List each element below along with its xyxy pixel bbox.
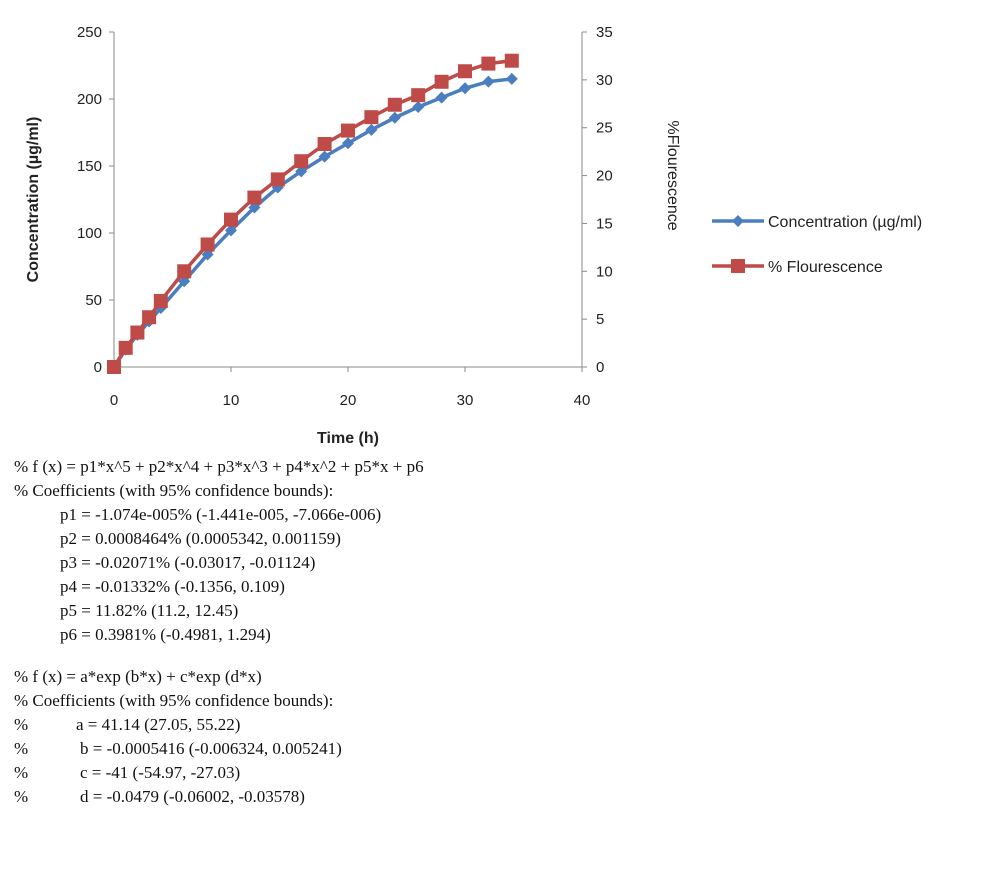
y-right-tick-label: 10	[596, 263, 613, 280]
fit1-coefficient-p1: p1 = -1.074e-005% (-1.441e-005, -7.066e-…	[60, 505, 382, 524]
y-right-tick-label: 0	[596, 359, 604, 376]
fit1-coefficient-p4: p4 = -0.01332% (-0.1356, 0.109)	[60, 577, 285, 596]
series-1-point	[295, 165, 308, 178]
y-right-tick-label: 20	[596, 168, 613, 185]
dual-axis-line-chart: 0 50 100 150 200 250 0 5 10 15 20 25 30 35 0 10 20 30 40 Ti…	[25, 24, 922, 447]
series-2-point	[387, 97, 402, 112]
series-1-point	[365, 123, 378, 136]
percent-marker: %	[14, 739, 29, 758]
y-left-tick-label: 150	[77, 158, 102, 175]
series-line-2	[112, 58, 513, 368]
fit1-coefficients-header: % Coefficients (with 95% confidence boun…	[14, 481, 334, 500]
series-2-point	[130, 325, 145, 340]
fit2-coefficients-header: % Coefficients (with 95% confidence boun…	[14, 691, 334, 710]
x-tick-label: 10	[223, 392, 240, 409]
x-tick-label: 40	[574, 392, 591, 409]
series-2-point	[177, 264, 192, 279]
y-axis-right-title: %Flourescence	[664, 120, 681, 230]
y-left-tick-label: 0	[94, 359, 102, 376]
fit2-coefficient-b: % b = -0.0005416 (-0.006324, 0.005241)	[14, 737, 984, 761]
series-2-point	[118, 340, 133, 355]
percent-marker: %	[14, 763, 29, 782]
x-tick-label: 0	[110, 392, 118, 409]
legend-label-2: % Flourescence	[768, 259, 883, 276]
legend-label-1: Concentration (µg/ml)	[768, 214, 922, 231]
fit2-equation: % f (x) = a*exp (b*x) + c*exp (d*x)	[14, 667, 262, 686]
y-right-tick-label: 15	[596, 215, 613, 232]
legend-marker-1	[732, 215, 744, 227]
fit1-coefficient-p5: p5 = 11.82% (11.2, 12.45)	[60, 601, 239, 620]
series-1-point	[505, 72, 518, 85]
series-1-point	[412, 101, 425, 114]
series-2-point	[107, 360, 121, 374]
series-1-point	[435, 91, 448, 104]
percent-marker: %	[14, 715, 29, 734]
legend-marker-2	[731, 259, 745, 273]
series-2-point	[200, 237, 215, 252]
x-tick-label: 20	[340, 392, 357, 409]
series-2-point	[481, 56, 496, 71]
y-axis-left-title: Concentration (µg/ml)	[25, 117, 42, 283]
series-2-point	[224, 212, 238, 227]
series-2-point	[364, 110, 379, 125]
curve-fit-notes: % f (x) = p1*x^5 + p2*x^4 + p3*x^3 + p4*…	[14, 455, 984, 809]
series-2-point	[270, 172, 285, 187]
y-left-tick-label: 50	[85, 292, 102, 309]
x-tick-label: 30	[457, 392, 474, 409]
series-2-point	[504, 53, 519, 68]
fit2-coefficient-a: % a = 41.14 (27.05, 55.22)	[14, 713, 984, 737]
series-2-point	[294, 154, 309, 169]
y-left-tick-label: 200	[77, 91, 102, 108]
series-2-point	[411, 88, 426, 103]
series-2-point	[142, 310, 157, 325]
series-1-point	[482, 75, 495, 88]
y-right-tick-label: 30	[596, 72, 613, 89]
fit1-coefficient-p6: p6 = 0.3981% (-0.4981, 1.294)	[60, 625, 271, 644]
y-right-tick-label: 5	[596, 311, 604, 328]
series-2-point	[153, 293, 168, 308]
series-2-point	[317, 136, 332, 151]
y-right-tick-label: 35	[596, 24, 613, 41]
series-1-point	[342, 137, 354, 150]
percent-marker: %	[14, 787, 29, 806]
series-2-point	[458, 64, 472, 79]
series-2-point	[341, 123, 355, 138]
x-axis-title: Time (h)	[317, 430, 379, 447]
series-2-point	[434, 74, 449, 89]
series-1-point	[318, 150, 331, 163]
fit1-coefficient-p3: p3 = -0.02071% (-0.03017, -0.01124)	[60, 553, 316, 572]
y-left-tick-label: 100	[77, 225, 102, 242]
fit2-coefficient-d: % d = -0.0479 (-0.06002, -0.03578)	[14, 785, 984, 809]
fit1-coefficient-p2: p2 = 0.0008464% (0.0005342, 0.001159)	[60, 529, 341, 548]
y-right-tick-label: 25	[596, 120, 613, 137]
fit1-equation: % f (x) = p1*x^5 + p2*x^4 + p3*x^3 + p4*…	[14, 457, 424, 476]
series-1-point	[388, 111, 401, 124]
y-left-tick-label: 250	[77, 24, 102, 41]
series-2-point	[247, 190, 262, 205]
series-1-point	[459, 82, 471, 95]
series-1-point	[225, 224, 237, 237]
fit2-coefficient-c: % c = -41 (-54.97, -27.03)	[14, 761, 984, 785]
series-line-1	[112, 77, 512, 368]
